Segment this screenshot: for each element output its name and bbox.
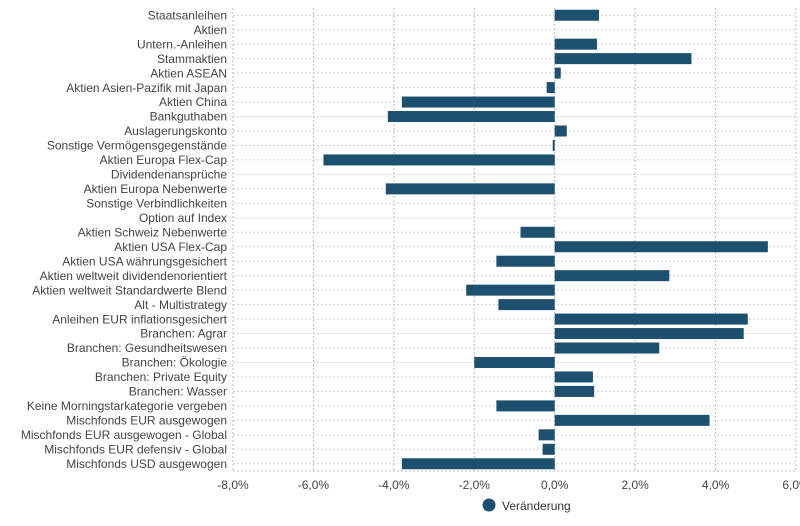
bar[interactable] — [496, 255, 555, 267]
category-label: Sonstige Vermögensgegenstände — [47, 139, 227, 153]
bar[interactable] — [546, 82, 555, 94]
category-label: Untern.-Anleihen — [137, 37, 227, 51]
x-tick-label: -6,0% — [298, 478, 330, 492]
category-label: Aktien Europa Nebenwerte — [84, 182, 228, 196]
bar[interactable] — [554, 385, 595, 397]
x-tick-label: 0,0% — [541, 478, 569, 492]
bar[interactable] — [401, 458, 555, 470]
category-label: Staatsanleihen — [148, 8, 227, 22]
category-label: Mischfonds USD ausgewogen — [66, 457, 227, 471]
bar[interactable] — [554, 342, 660, 354]
bar[interactable] — [498, 299, 555, 311]
category-label: Alt - Multistrategy — [134, 298, 227, 312]
x-tick-label: 2,0% — [621, 478, 649, 492]
bar[interactable] — [538, 429, 555, 441]
category-label: Aktien — [194, 23, 227, 37]
category-label: Aktien ASEAN — [150, 66, 227, 80]
category-label: Auslagerungskonto — [124, 124, 227, 138]
bar[interactable] — [387, 111, 555, 123]
category-label: Branchen: Agrar — [140, 327, 227, 341]
category-label: Stammaktien — [157, 52, 227, 66]
category-label: Anleihen EUR inflationsgesichert — [52, 312, 227, 326]
category-label: Bankguthaben — [150, 110, 227, 124]
bar[interactable] — [554, 414, 710, 426]
category-label: Aktien USA währungsgesichert — [62, 254, 227, 268]
x-tick-label: 6,0% — [782, 478, 800, 492]
bar[interactable] — [554, 53, 692, 65]
x-tick-label: -8,0% — [217, 478, 249, 492]
category-label: Aktien China — [159, 95, 227, 109]
category-label: Branchen: Gesundheitswesen — [67, 341, 227, 355]
bar[interactable] — [554, 313, 748, 325]
bar[interactable] — [554, 67, 561, 79]
category-label: Sonstige Verbindlichkeiten — [86, 197, 227, 211]
x-tick-label: -2,0% — [459, 478, 491, 492]
category-label: Option auf Index — [139, 211, 227, 225]
category-label: Mischfonds EUR ausgewogen - Global — [21, 428, 227, 442]
bar[interactable] — [554, 270, 670, 282]
bar[interactable] — [496, 400, 555, 412]
category-label: Aktien Asien-Pazifik mit Japan — [66, 81, 227, 95]
category-label: Aktien weltweit Standardwerte Blend — [32, 283, 227, 297]
category-label: Mischfonds EUR ausgewogen — [66, 414, 227, 428]
bar[interactable] — [385, 183, 555, 195]
legend[interactable]: Veränderung — [482, 498, 571, 514]
x-tick-label: 4,0% — [702, 478, 730, 492]
bar[interactable] — [323, 154, 555, 166]
category-label: Dividendenansprüche — [111, 168, 227, 182]
category-label: Aktien Europa Flex-Cap — [100, 153, 228, 167]
bar[interactable] — [474, 356, 555, 368]
category-label: Mischfonds EUR defensiv - Global — [44, 442, 227, 456]
category-label: Keine Morningstarkategorie vergeben — [27, 399, 227, 413]
x-tick-labels: -8,0% -6,0% -4,0% -2,0% 0,0% 2,0% 4,0% 6,0% — [217, 478, 800, 492]
bar[interactable] — [554, 241, 768, 253]
legend-marker — [482, 498, 496, 512]
x-tick-label: -4,0% — [378, 478, 410, 492]
bar[interactable] — [554, 38, 597, 50]
bar[interactable] — [552, 139, 555, 151]
category-labels: StaatsanleihenAktienUntern.-AnleihenStam… — [21, 8, 228, 471]
category-label: Branchen: Private Equity — [95, 370, 227, 384]
bar[interactable] — [554, 371, 593, 383]
bar[interactable] — [554, 125, 567, 137]
bar[interactable] — [554, 328, 744, 340]
bars — [323, 9, 768, 470]
category-label: Aktien USA Flex-Cap — [114, 240, 227, 254]
legend-label: Veränderung — [502, 499, 571, 513]
bar[interactable] — [401, 96, 555, 108]
category-label: Aktien Schweiz Nebenwerte — [78, 225, 228, 239]
category-label: Aktien weltweit dividendenorientiert — [40, 269, 228, 283]
bar[interactable] — [466, 284, 555, 296]
bar[interactable] — [520, 226, 555, 238]
category-label: Branchen: Ökologie — [122, 356, 228, 370]
bar[interactable] — [554, 9, 599, 21]
category-label: Branchen: Wasser — [129, 385, 227, 399]
bar[interactable] — [542, 443, 555, 455]
